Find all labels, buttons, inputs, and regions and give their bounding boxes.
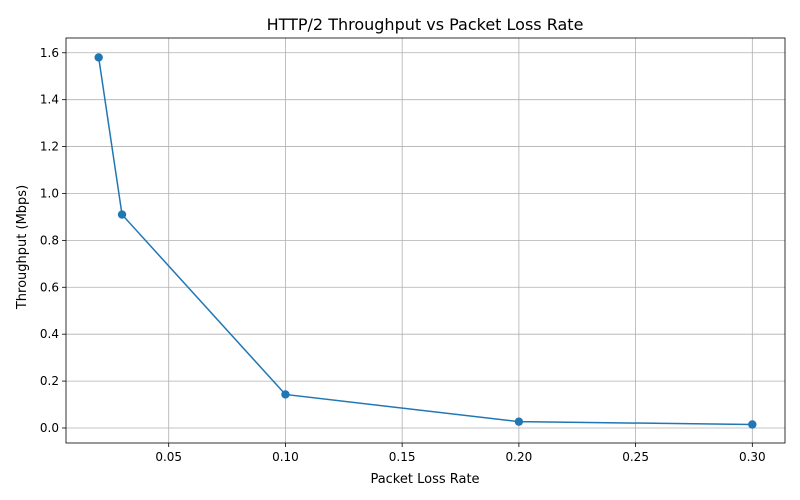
x-tick-label: 0.15	[389, 450, 416, 464]
y-tick-label: 0.6	[40, 280, 59, 294]
y-tick-label: 0.8	[40, 233, 59, 247]
data-point	[117, 210, 127, 219]
data-point	[94, 53, 103, 62]
x-axis-ticks: 0.05 0.10 0.15 0.20 0.25 0.30	[155, 443, 766, 464]
x-tick-label: 0.25	[622, 450, 649, 464]
y-tick-label: 0.4	[40, 327, 59, 341]
x-axis-label: Packet Loss Rate	[370, 472, 479, 487]
series-layer	[94, 53, 757, 429]
data-point	[748, 420, 757, 429]
y-tick-label: 1.0	[40, 186, 59, 200]
y-tick-label: 0.2	[40, 374, 59, 388]
chart-title: HTTP/2 Throughput vs Packet Loss Rate	[267, 15, 584, 34]
grid-lines	[66, 38, 785, 443]
x-tick-label: 0.30	[739, 450, 766, 464]
y-tick-label: 0.0	[40, 421, 59, 435]
y-tick-label: 1.4	[40, 93, 59, 107]
y-tick-label: 1.6	[40, 46, 59, 60]
x-tick-label: 0.10	[272, 450, 299, 464]
x-tick-label: 0.05	[155, 450, 182, 464]
y-axis-ticks: 0.0 0.2 0.4 0.6 0.8 1.0 1.2 1.4 1.6	[40, 46, 66, 435]
data-point	[514, 417, 524, 426]
x-tick-label: 0.20	[506, 450, 533, 464]
data-point	[281, 390, 290, 399]
y-axis-label: Throughput (Mbps)	[15, 185, 30, 310]
y-tick-label: 1.2	[40, 140, 59, 154]
